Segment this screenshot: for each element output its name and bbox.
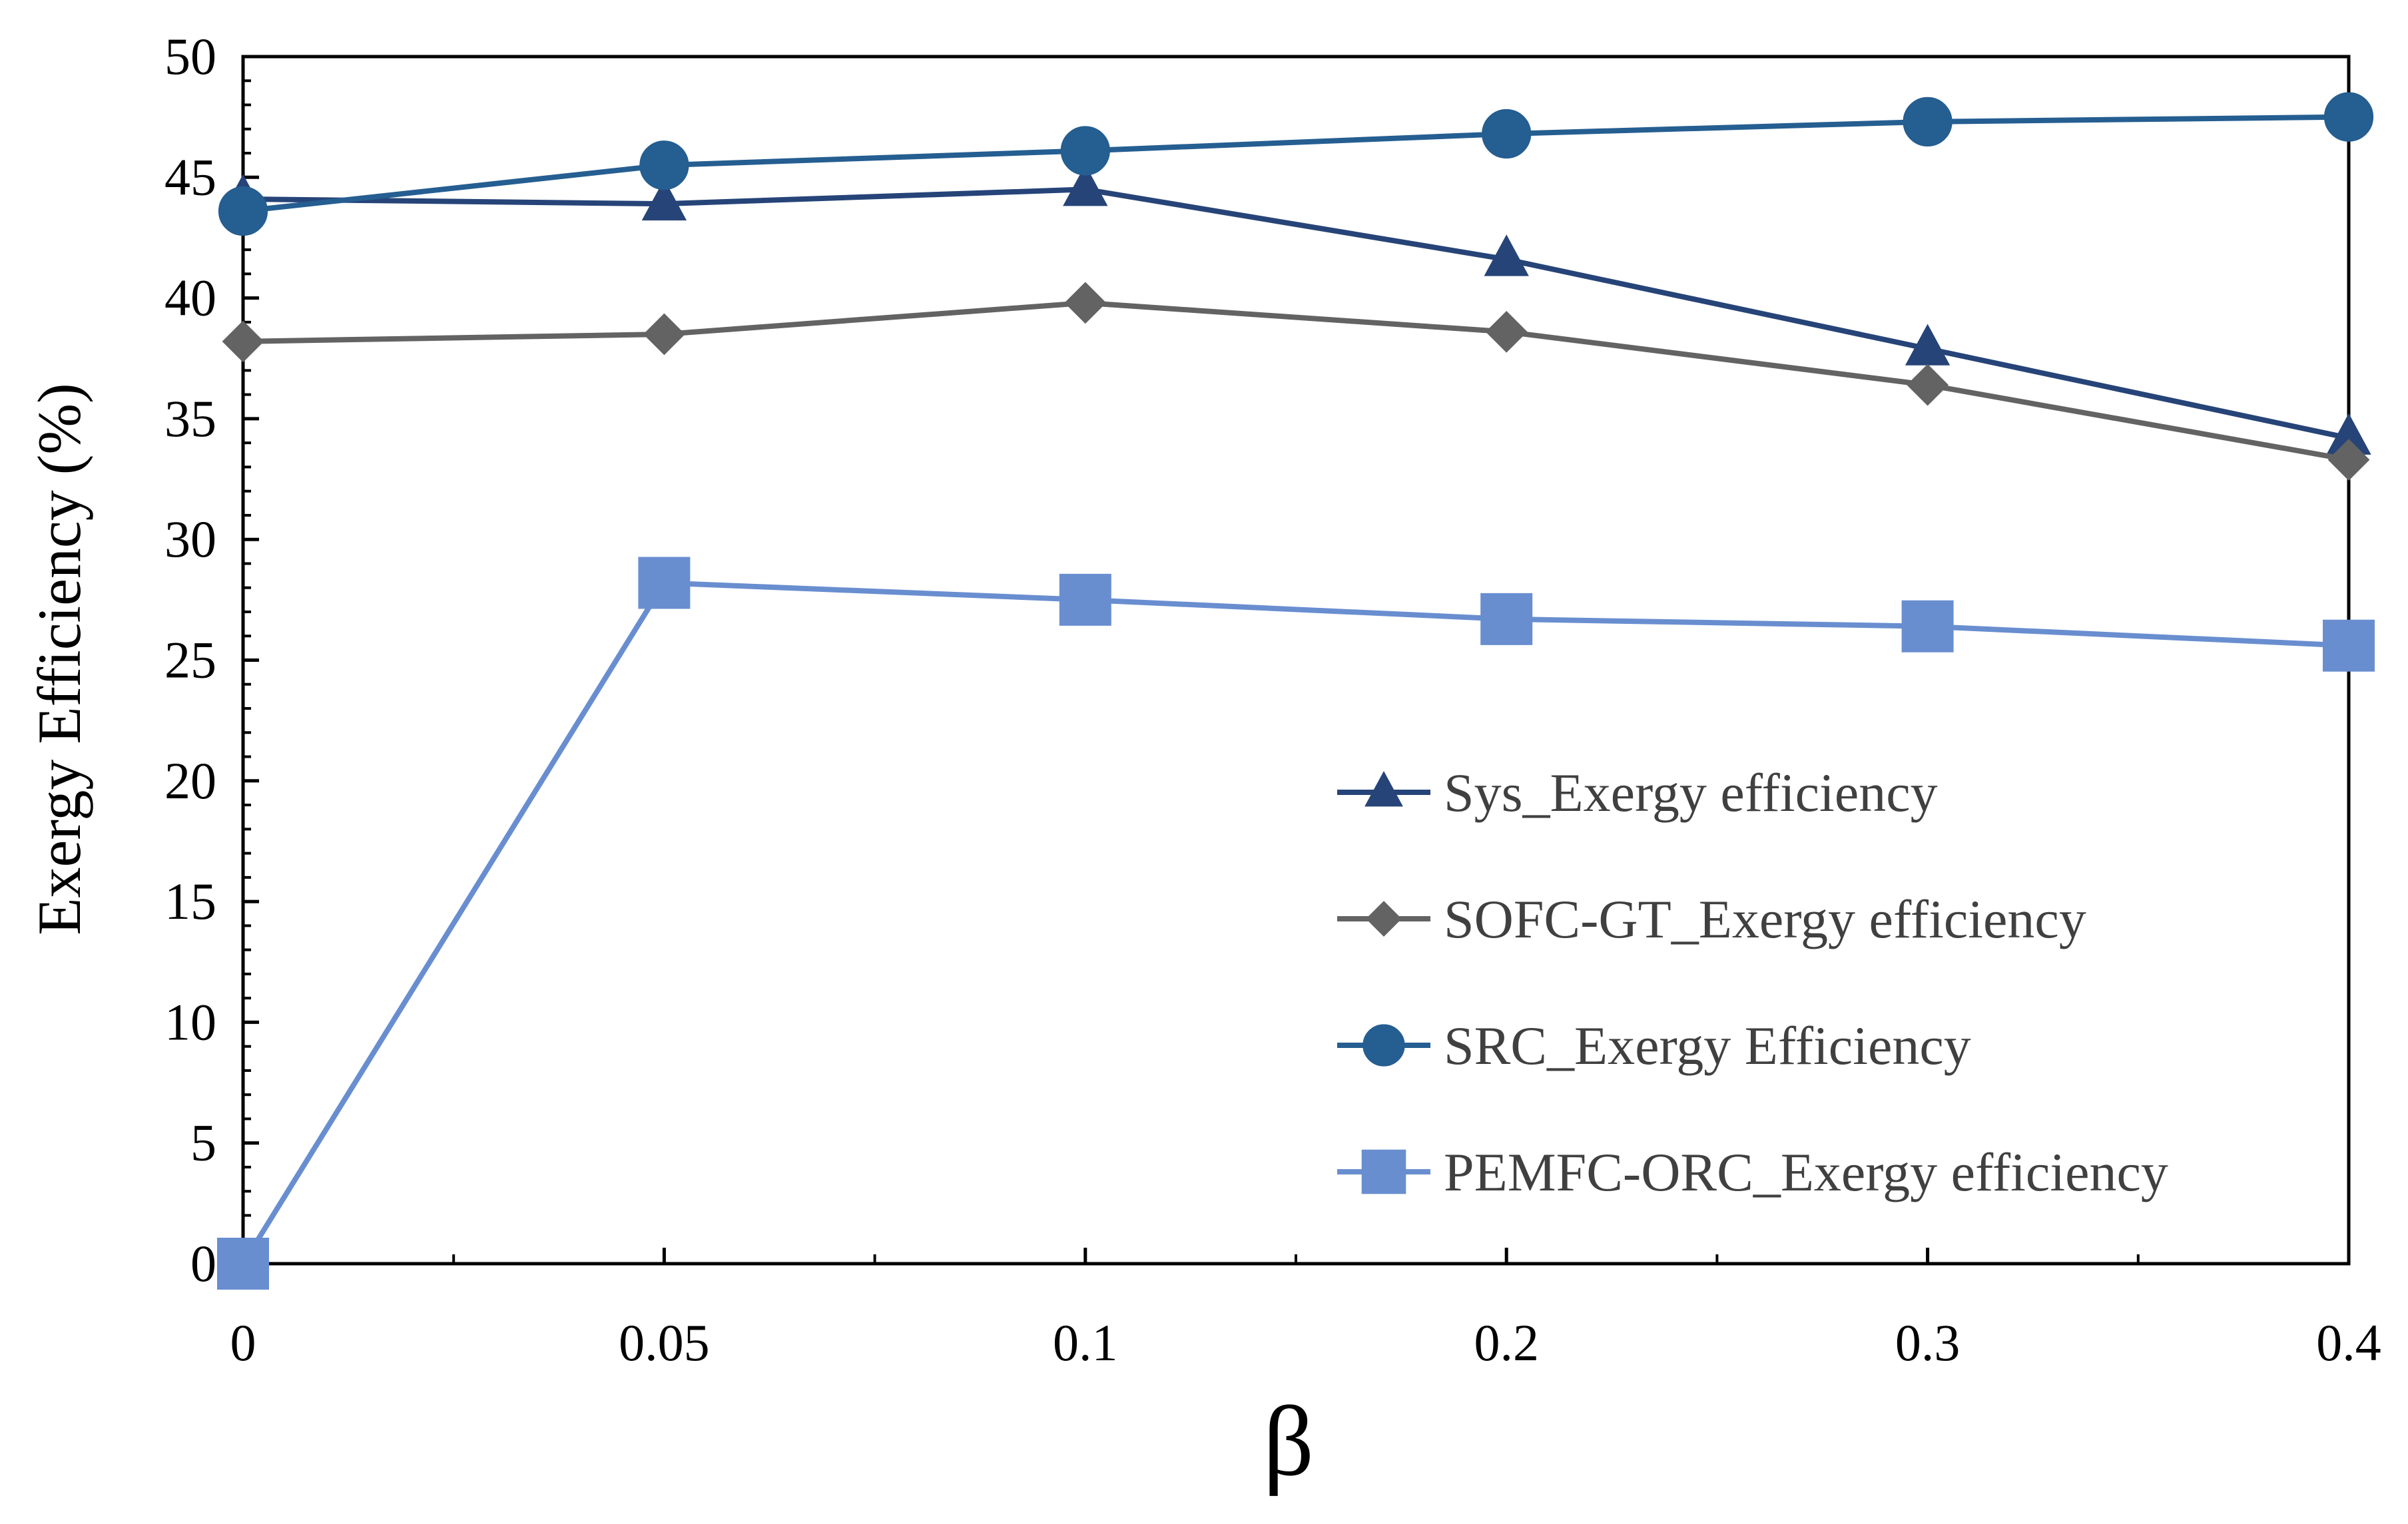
data-point — [2323, 92, 2374, 142]
legend-marker — [1366, 901, 1402, 937]
legend-label: PEMFC-ORC_Exergy efficiency — [1444, 1142, 2168, 1202]
legend-label: Sys_Exergy efficiency — [1444, 762, 1938, 823]
series-3 — [218, 92, 2374, 236]
legend-item: PEMFC-ORC_Exergy efficiency — [1337, 1142, 2168, 1202]
x-tick-label: 0.3 — [1895, 1314, 1960, 1372]
legend: Sys_Exergy efficiency SOFC-GT_Exergy effi… — [1337, 762, 2168, 1202]
legend-label: SRC_Exergy Efficiency — [1444, 1015, 1971, 1076]
x-axis-ticks: 0 0.05 0.1 0.2 0.3 0.4 — [230, 1248, 2381, 1372]
y-tick-label: 50 — [164, 27, 216, 85]
data-point — [1060, 126, 1110, 176]
data-point — [1480, 593, 1533, 645]
y-axis-ticks: 0 5 10 15 20 25 30 35 40 45 50 — [164, 27, 259, 1292]
x-tick-label: 0.1 — [1053, 1314, 1118, 1372]
series-layer — [217, 92, 2375, 1290]
y-tick-label: 45 — [164, 148, 216, 206]
y-tick-label: 20 — [164, 752, 216, 810]
data-point — [1901, 600, 1954, 652]
legend-item: SRC_Exergy Efficiency — [1337, 1015, 1971, 1076]
y-axis-title: Exergy Efficiency (%) — [25, 383, 93, 935]
data-point — [638, 557, 691, 609]
data-point — [639, 140, 689, 190]
series-line — [240, 580, 2349, 1266]
data-point — [1064, 282, 1107, 324]
y-tick-label: 35 — [164, 389, 216, 447]
data-point — [2323, 619, 2375, 672]
data-point — [1059, 573, 1111, 626]
series-line — [242, 186, 2349, 441]
x-tick-label: 0.2 — [1474, 1314, 1539, 1372]
series-line — [242, 300, 2349, 463]
y-tick-label: 30 — [164, 510, 216, 568]
legend-marker — [1361, 1149, 1406, 1194]
y-tick-label: 40 — [164, 269, 216, 327]
series-line — [242, 114, 2349, 214]
series-4 — [217, 557, 2375, 1290]
x-tick-label: 0.4 — [2316, 1314, 2381, 1372]
data-point — [1484, 234, 1529, 276]
x-tick-label: 0 — [230, 1314, 256, 1372]
data-point — [1482, 109, 1532, 159]
x-axis-title: β — [1263, 1386, 1314, 1497]
data-point — [1485, 310, 1528, 353]
plot-area — [241, 55, 2351, 1266]
legend-marker — [1364, 770, 1403, 807]
data-point — [217, 1238, 269, 1290]
legend-item: SOFC-GT_Exergy efficiency — [1337, 889, 2086, 949]
data-point — [2327, 439, 2370, 481]
y-tick-label: 0 — [190, 1234, 216, 1292]
data-point — [1907, 364, 1949, 406]
y-tick-label: 5 — [190, 1114, 216, 1172]
legend-marker — [1362, 1024, 1405, 1067]
legend-item: Sys_Exergy efficiency — [1337, 762, 1938, 823]
data-point — [1063, 164, 1108, 206]
y-tick-label: 10 — [164, 993, 216, 1051]
data-point — [222, 320, 264, 363]
data-point — [643, 313, 685, 356]
y-tick-label: 25 — [164, 631, 216, 689]
data-point — [1903, 97, 1953, 147]
data-point — [218, 186, 268, 236]
y-tick-label: 15 — [164, 872, 216, 930]
series-2 — [222, 282, 2370, 481]
data-point — [641, 178, 687, 221]
x-tick-label: 0.05 — [619, 1314, 710, 1372]
legend-label: SOFC-GT_Exergy efficiency — [1444, 889, 2086, 949]
